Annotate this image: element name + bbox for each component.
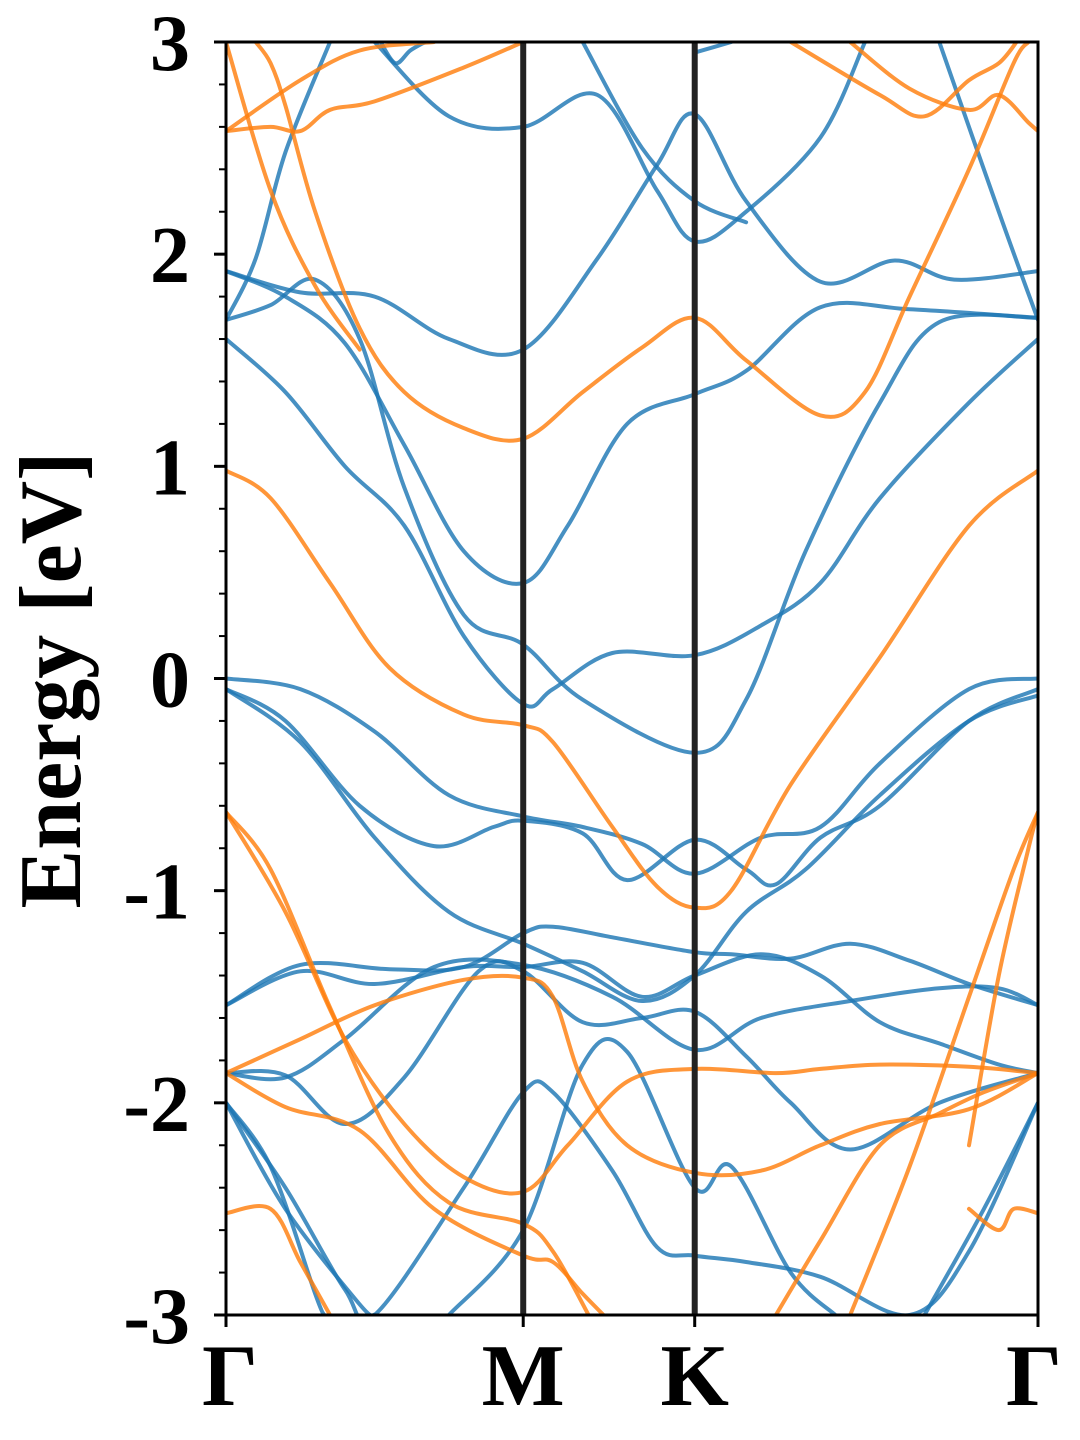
blue-band-line-18 xyxy=(372,42,867,244)
blue-band-line-21 xyxy=(692,42,734,55)
y-tick-label: 3 xyxy=(150,0,190,88)
x-tick-label: K xyxy=(660,1328,728,1425)
blue-band-line-14 xyxy=(226,269,1038,586)
orange-band-line-33 xyxy=(226,42,526,134)
y-tick-label: -1 xyxy=(123,849,190,937)
orange-band-line-23 xyxy=(226,468,1038,911)
blue-band-line-4 xyxy=(226,959,1038,1152)
y-tick-label: 0 xyxy=(150,637,190,725)
blue-band-line-2 xyxy=(226,952,1038,1076)
y-tick-label: -2 xyxy=(123,1061,190,1149)
orange-band-line-28 xyxy=(226,1204,332,1315)
orange-band-line-35 xyxy=(253,42,1031,443)
blue-band-line-20 xyxy=(580,42,749,225)
orange-band-line-34 xyxy=(226,42,437,134)
blue-band-line-8 xyxy=(446,1036,838,1315)
blue-band-line-13 xyxy=(226,337,1038,709)
orange-band-line-37 xyxy=(848,42,1038,134)
x-tick-label: M xyxy=(482,1328,565,1425)
y-tick-label: 1 xyxy=(150,424,190,512)
x-tick-label: Γ xyxy=(1006,1328,1062,1425)
y-tick-label: 2 xyxy=(150,212,190,300)
orange-band-line-32 xyxy=(967,1206,1038,1233)
blue-band-line-10 xyxy=(226,687,1038,1004)
blue-band-line-5 xyxy=(226,1079,1038,1315)
y-axis-ticks: -3 -2 -1 0 1 2 3 xyxy=(123,0,226,1361)
y-axis-title: Energy [eV] xyxy=(3,452,100,909)
x-tick-label: Γ xyxy=(202,1328,258,1425)
band-lines xyxy=(226,42,1038,1315)
orange-band-line-30 xyxy=(848,810,1038,1315)
blue-band-line-12 xyxy=(226,676,1038,876)
blue-band-line-15 xyxy=(226,276,1038,755)
blue-band-line-22 xyxy=(937,42,1038,322)
orange-band-line-26 xyxy=(226,973,1038,1178)
orange-band-line-29 xyxy=(773,1071,1038,1315)
blue-band-line-19 xyxy=(378,42,428,66)
blue-band-line-9 xyxy=(922,1100,1038,1315)
blue-band-line-11 xyxy=(226,687,1038,888)
blue-band-line-1 xyxy=(226,924,1038,1008)
orange-band-line-36 xyxy=(226,42,362,352)
blue-band-line-16 xyxy=(226,111,1038,357)
orange-band-line-24 xyxy=(226,810,1038,1196)
blue-band-line-6 xyxy=(226,1100,327,1315)
orange-band-line-27 xyxy=(226,1071,606,1315)
y-tick-label: -3 xyxy=(123,1273,190,1361)
high-symmetry-lines xyxy=(520,42,698,1315)
orange-band-line-31 xyxy=(967,810,1038,1148)
orange-band-line-38 xyxy=(788,42,1019,119)
orange-band-line-25 xyxy=(226,810,591,1315)
